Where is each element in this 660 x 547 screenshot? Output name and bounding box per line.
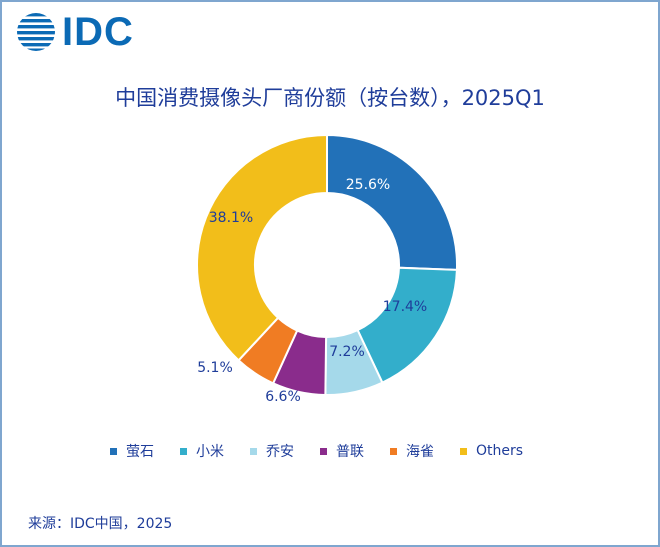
legend-item-3: 普联: [320, 441, 364, 461]
legend-swatch-1: [180, 447, 187, 455]
legend-item-2: 乔安: [250, 441, 294, 461]
data-label-2: 7.2%: [329, 344, 365, 360]
legend-swatch-2: [250, 447, 257, 455]
legend-label-5: Others: [476, 443, 524, 459]
chart-legend: 萤石 小米 乔安 普联 海雀 Others: [110, 441, 549, 461]
data-label-3: 6.6%: [265, 389, 301, 405]
idc-globe-icon: [17, 13, 55, 51]
data-label-5: 38.1%: [209, 210, 253, 226]
legend-label-3: 普联: [336, 444, 364, 460]
legend-item-1: 小米: [180, 441, 224, 461]
legend-item-4: 海雀: [390, 441, 434, 461]
source-note: 来源：IDC中国，2025: [28, 516, 173, 532]
donut-slice-5: [196, 133, 328, 362]
legend-swatch-4: [390, 447, 397, 455]
legend-label-1: 小米: [196, 444, 224, 460]
idc-logo-text: IDC: [62, 10, 134, 54]
donut-slice-0: [326, 133, 458, 271]
data-label-0: 25.6%: [346, 177, 390, 193]
legend-item-5: Others: [460, 443, 523, 459]
chart-title: 中国消费摄像头厂商份额（按台数），2025Q1: [115, 86, 545, 110]
legend-label-4: 海雀: [406, 444, 434, 460]
legend-swatch-0: [110, 447, 117, 455]
data-label-4: 5.1%: [197, 360, 233, 376]
legend-label-2: 乔安: [266, 444, 294, 460]
legend-label-0: 萤石: [126, 444, 154, 460]
legend-swatch-3: [320, 447, 327, 455]
idc-logo: IDC: [16, 12, 134, 52]
legend-item-0: 萤石: [110, 441, 154, 461]
legend-swatch-5: [460, 447, 467, 455]
data-label-1: 17.4%: [383, 299, 427, 315]
